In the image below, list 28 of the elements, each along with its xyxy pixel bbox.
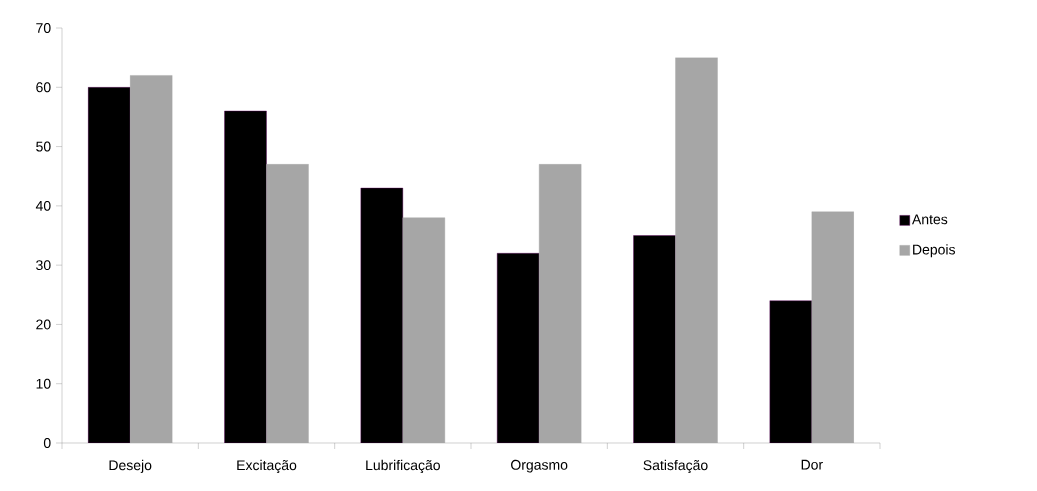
y-tick-label: 10: [36, 378, 51, 389]
y-tick-label: 20: [36, 319, 51, 330]
x-tick-label: Lubrificação: [366, 459, 440, 473]
bar: [360, 187, 404, 443]
bar: [811, 211, 855, 443]
bar: [224, 110, 267, 443]
y-tick-label: 70: [36, 23, 51, 33]
bar: [496, 253, 540, 443]
y-tick-label: 60: [36, 82, 51, 93]
y-tick-label: 40: [35, 200, 51, 211]
y-tick-label: 30: [36, 260, 51, 271]
x-tick-label: Satisfação: [643, 459, 708, 473]
x-tick-label: Dor: [801, 459, 823, 470]
legend-label: Antes: [912, 214, 948, 225]
bar: [675, 57, 718, 443]
bar: [769, 300, 813, 443]
bar: [129, 75, 173, 443]
bar: [402, 217, 446, 443]
bar: [87, 87, 131, 443]
x-tick-label: Orgasmo: [511, 459, 568, 473]
y-tick-label: 0: [43, 438, 51, 448]
x-tick-label: Excitação: [237, 459, 297, 473]
bar: [266, 164, 309, 443]
bar: [633, 235, 676, 443]
x-tick-label: Desejo: [109, 459, 152, 473]
y-tick-label: 50: [36, 141, 51, 152]
legend-label: Depois: [913, 244, 956, 258]
bar: [538, 164, 582, 443]
